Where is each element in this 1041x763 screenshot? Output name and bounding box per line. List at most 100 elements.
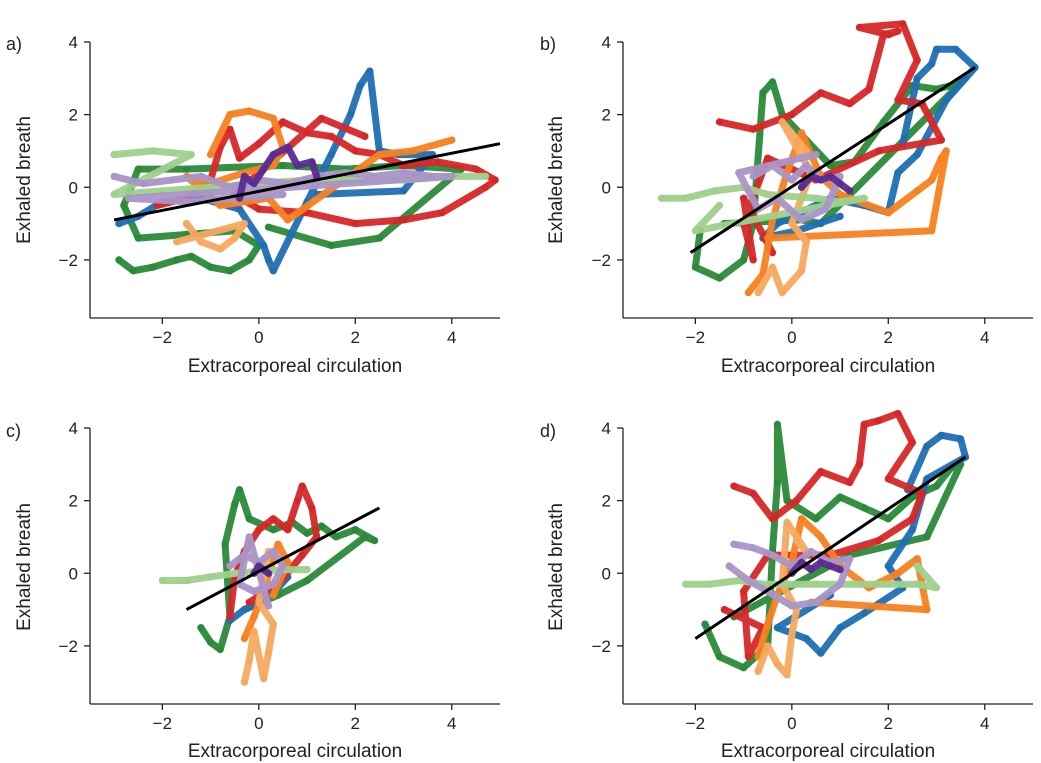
data-point: [264, 602, 273, 610]
data-point: [371, 172, 379, 180]
data-point: [836, 566, 844, 574]
data-point: [908, 438, 917, 447]
data-point: [860, 420, 868, 428]
data-point: [197, 172, 205, 180]
data-point: [754, 289, 762, 297]
data-point: [807, 547, 815, 556]
data-point: [720, 606, 728, 614]
x-tick-label: 0: [787, 714, 796, 733]
data-point: [822, 205, 830, 213]
data-point: [264, 569, 273, 577]
y-tick-label: 4: [602, 33, 611, 52]
data-point: [768, 515, 777, 523]
data-point: [788, 220, 796, 228]
y-tick-label: 0: [602, 564, 611, 583]
data-point: [682, 194, 690, 202]
x-tick-label: 2: [351, 328, 360, 347]
y-tick-label: 0: [602, 178, 611, 197]
data-point: [269, 267, 277, 275]
data-point: [149, 263, 157, 271]
data-point: [332, 533, 340, 541]
data-point: [797, 129, 806, 137]
data-point: [207, 638, 215, 646]
data-point: [957, 435, 965, 443]
data-point: [250, 587, 258, 596]
data-point: [240, 551, 248, 559]
data-point: [269, 580, 277, 588]
y-tick-label: −2: [59, 251, 78, 270]
data-point: [226, 111, 234, 119]
data-point: [303, 576, 311, 585]
x-tick-label: 0: [254, 714, 263, 733]
data-point: [298, 482, 306, 490]
data-point: [817, 649, 825, 657]
fit-line: [185, 506, 381, 611]
data-point: [884, 515, 892, 523]
data-point: [932, 45, 941, 53]
data-point: [701, 620, 709, 628]
data-point: [884, 31, 892, 39]
data-point: [240, 678, 248, 686]
data-point: [284, 143, 292, 151]
plot-area: −2 0 2 4 −2 0 2 4: [592, 409, 1033, 733]
data-point: [932, 584, 941, 592]
data-point: [327, 151, 335, 159]
data-point: [361, 533, 369, 541]
data-point: [284, 216, 292, 224]
data-point: [865, 85, 873, 93]
data-point: [788, 111, 796, 119]
data-point: [740, 587, 748, 596]
data-point: [928, 176, 936, 184]
x-tick-label: 2: [351, 714, 360, 733]
panel-a: a) −2 0 2 4 −2 0 2 4 Extracorporeal circulation…: [6, 33, 501, 377]
data-point: [768, 161, 777, 170]
data-point: [245, 256, 253, 264]
data-point: [802, 147, 810, 155]
data-point: [481, 183, 490, 191]
data-point: [197, 238, 205, 246]
data-point: [240, 220, 248, 228]
data-point: [768, 249, 777, 257]
data-point: [226, 183, 234, 191]
data-point: [812, 580, 820, 588]
data-point: [884, 580, 892, 588]
data-point: [860, 504, 868, 512]
data-point: [125, 194, 133, 202]
series-trace: [682, 562, 940, 592]
data-point: [269, 114, 277, 122]
y-tick-label: 0: [69, 178, 78, 197]
data-point: [216, 645, 224, 654]
data-point: [245, 533, 253, 541]
data-point: [298, 551, 306, 559]
data-point: [182, 220, 191, 228]
data-point: [715, 274, 724, 282]
data-point: [711, 187, 719, 195]
data-point: [279, 161, 287, 170]
data-point: [740, 194, 748, 202]
data-point: [472, 165, 480, 173]
data-point: [260, 675, 268, 683]
data-point: [399, 216, 408, 224]
data-point: [744, 289, 753, 297]
data-point: [207, 573, 215, 581]
data-point: [327, 132, 335, 140]
data-point: [846, 100, 854, 108]
data-point: [231, 500, 239, 508]
data-point: [764, 642, 772, 650]
data-point: [942, 147, 950, 155]
data-point: [836, 190, 844, 199]
data-point: [235, 154, 244, 162]
data-point: [110, 190, 118, 199]
data-point: [817, 468, 825, 476]
y-axis-title: Exhaled breath: [14, 503, 35, 631]
data-point: [730, 482, 738, 490]
data-point: [129, 267, 137, 275]
data-point: [168, 176, 176, 184]
data-point: [308, 158, 316, 166]
data-point: [187, 252, 195, 260]
data-point: [197, 624, 205, 632]
data-point: [894, 409, 902, 418]
data-point: [773, 660, 782, 668]
data-point: [740, 256, 748, 264]
data-point: [346, 111, 355, 119]
